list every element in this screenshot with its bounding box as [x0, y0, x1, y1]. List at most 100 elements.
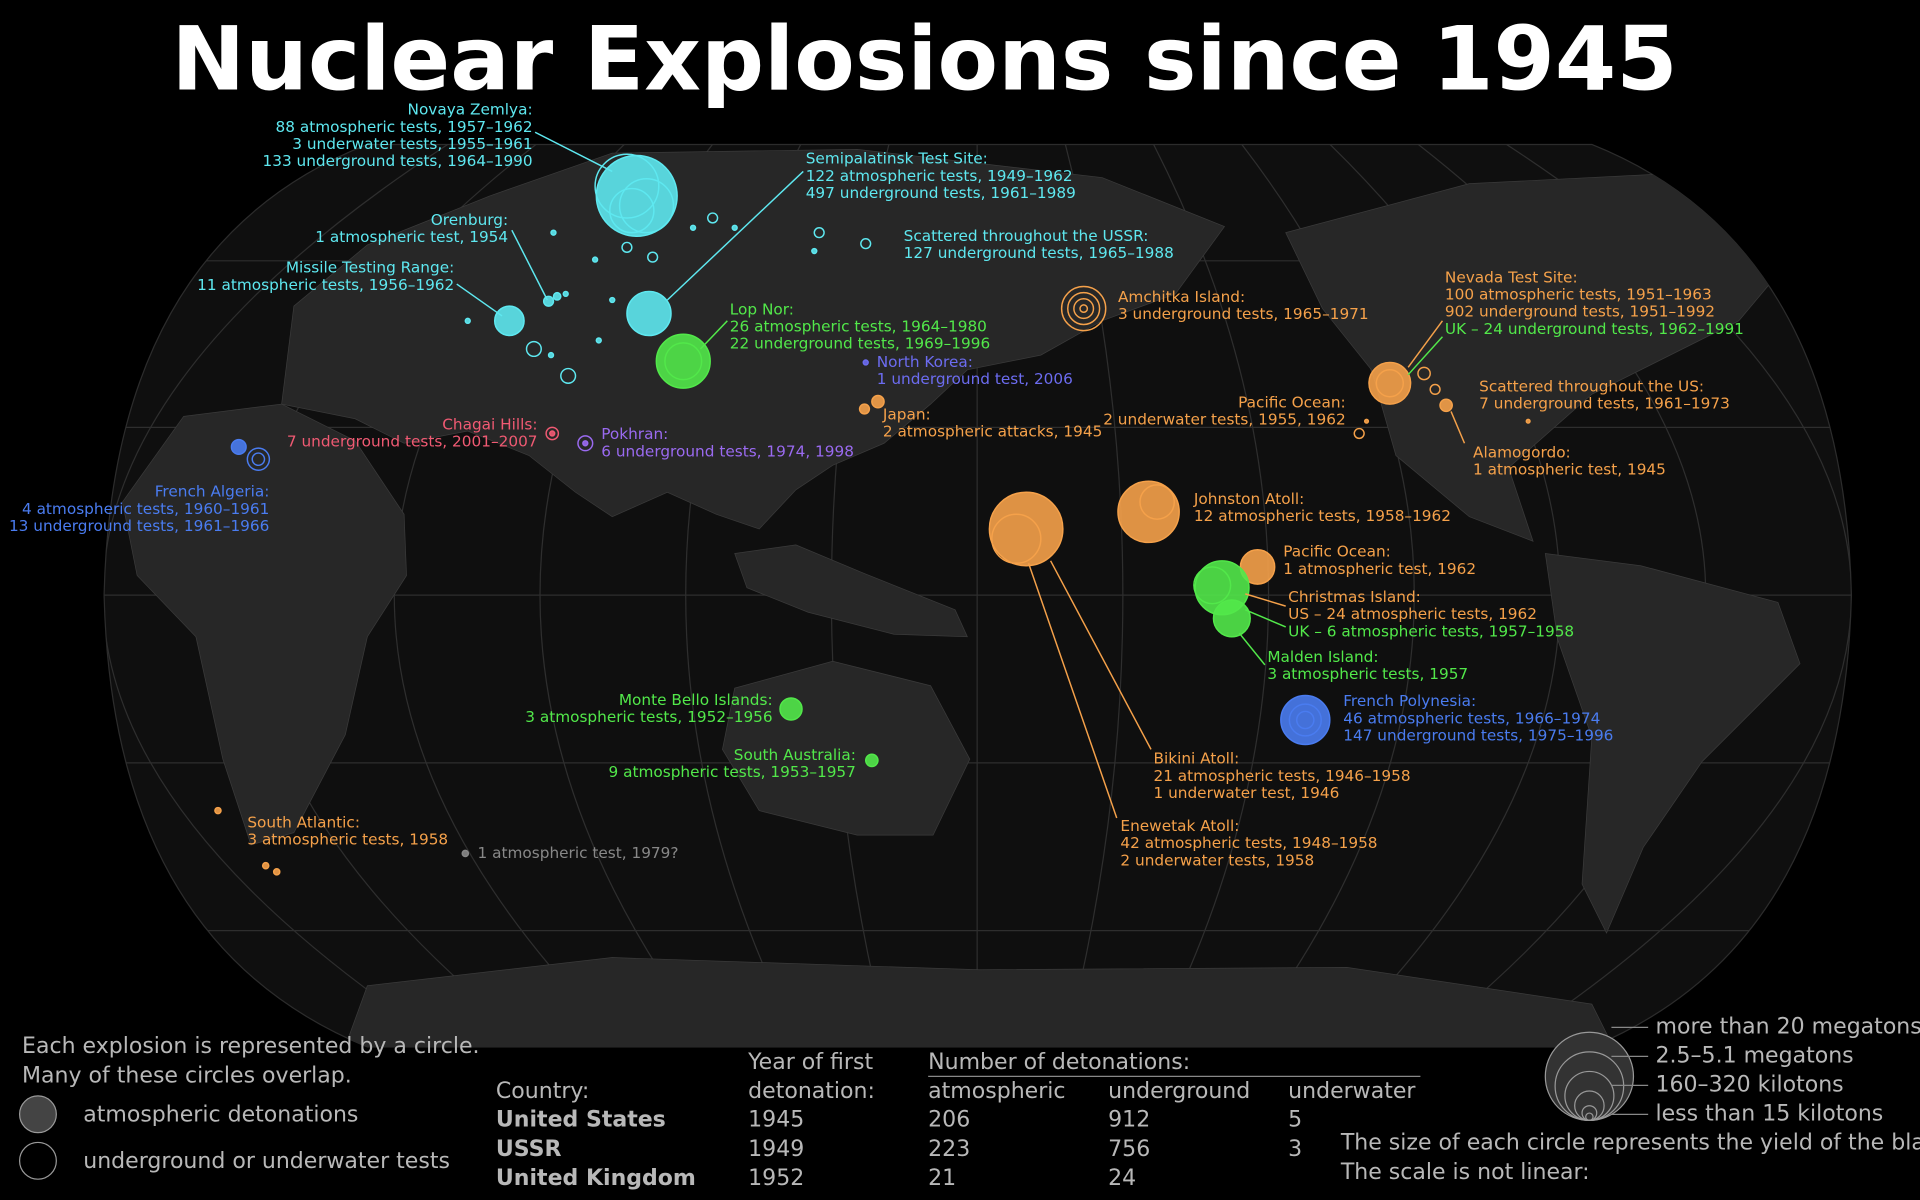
atmospheric-marker	[542, 295, 555, 307]
leader-line	[1245, 593, 1286, 607]
annotation-text: 497 underground tests, 1961–1989	[806, 184, 1076, 202]
table-cell: 5	[1288, 1107, 1302, 1132]
underground-marker	[1079, 304, 1089, 313]
leader-line	[1407, 336, 1443, 376]
underground-marker	[577, 435, 594, 452]
annotation-text: Malden Island:	[1267, 648, 1378, 666]
annotation-text: Lop Nor:	[730, 300, 794, 318]
table-header: underground	[1108, 1079, 1250, 1104]
atmospheric-marker	[779, 697, 803, 721]
atmospheric-marker	[864, 753, 879, 768]
table-header: underwater	[1288, 1079, 1416, 1104]
annotation-text: 13 underground tests, 1961–1966	[9, 517, 269, 535]
leader-line	[666, 170, 804, 301]
annotation-text: 1 underwater test, 1946	[1153, 784, 1339, 802]
legend-text: Each explosion is represented by a circl…	[22, 1034, 479, 1059]
annotation-text: 1 atmospheric test, 1954	[315, 228, 508, 246]
underground-marker	[1353, 427, 1365, 440]
annotation-text: UK – 24 underground tests, 1962–1991	[1445, 320, 1744, 338]
eurasia	[281, 149, 1226, 530]
leader-line	[1407, 320, 1444, 368]
annotation-text: Semipalatinsk Test Site:	[806, 150, 988, 168]
leader-line	[1049, 560, 1152, 750]
annotation-text: 100 atmospheric tests, 1951–1963	[1445, 286, 1712, 304]
table-cell: 24	[1108, 1166, 1136, 1191]
leader-line	[1450, 411, 1466, 444]
annotation-text: Chagai Hills:	[442, 415, 537, 433]
atmospheric-marker	[731, 224, 738, 231]
leader-line	[1027, 563, 1118, 819]
underground-marker	[1193, 566, 1232, 605]
annotation-text: 1 atmospheric test, 1979?	[478, 844, 679, 862]
table-cell: 21	[928, 1166, 956, 1191]
annotation-text: 147 underground tests, 1975–1996	[1343, 726, 1613, 744]
underground-marker	[1375, 369, 1404, 398]
annotation-text: 902 underground tests, 1951–1992	[1445, 303, 1715, 321]
annotation-text: 2 atmospheric attacks, 1945	[883, 423, 1102, 441]
underground-marker	[813, 227, 825, 239]
atmospheric-marker	[230, 438, 247, 456]
annotation-text: Japan:	[882, 406, 931, 424]
underground-marker	[1060, 285, 1107, 332]
atmospheric-marker	[272, 868, 281, 876]
annotation-text: Amchitka Island:	[1118, 288, 1245, 306]
atmospheric-marker	[493, 305, 525, 337]
annotations: Novaya Zemlya:88 atmospheric tests, 1957…	[9, 101, 1744, 870]
underground-marker	[560, 367, 577, 384]
annotation-text: South Atlantic:	[247, 813, 360, 831]
annotation-text: US – 24 atmospheric tests, 1962	[1288, 605, 1537, 623]
table-cell: 1945	[748, 1107, 804, 1132]
atmospheric-marker	[811, 247, 818, 255]
country-name: United States	[496, 1107, 666, 1132]
underground-marker	[609, 187, 655, 234]
atmospheric-marker	[550, 229, 557, 236]
annotation-text: Scattered throughout the US:	[1479, 377, 1704, 395]
annotation-text: 2 underwater tests, 1955, 1962	[1103, 411, 1345, 429]
atmospheric-marker	[1363, 418, 1370, 424]
atmospheric-marker	[464, 317, 471, 324]
annotation-text: 127 underground tests, 1965–1988	[904, 244, 1174, 262]
underground-marker	[1429, 383, 1441, 396]
table-header: Year of first	[747, 1050, 873, 1075]
atmospheric-marker	[862, 359, 869, 366]
table-cell: 1949	[748, 1137, 804, 1162]
explosion-markers	[214, 153, 1531, 876]
atmospheric-marker	[562, 290, 569, 298]
underground-marker	[647, 251, 659, 263]
atmospheric-marker	[261, 861, 270, 870]
south-america	[1544, 553, 1801, 934]
underground-marker	[707, 212, 719, 224]
meridian	[1148, 144, 1270, 1047]
underground-marker	[1417, 366, 1431, 381]
annotation-text: Nevada Test Site:	[1445, 268, 1578, 286]
annotation-text: 21 atmospheric tests, 1946–1958	[1153, 767, 1410, 785]
table-cell: 912	[1108, 1107, 1150, 1132]
annotation-text: French Algeria:	[155, 483, 270, 501]
table-header: Country:	[496, 1079, 589, 1104]
atmospheric-marker	[1239, 549, 1276, 585]
atmospheric-marker	[988, 491, 1064, 567]
annotation-text: 9 atmospheric tests, 1953–1957	[609, 763, 856, 781]
size-label: less than 15 kilotons	[1656, 1101, 1884, 1126]
underground-marker	[1296, 710, 1315, 730]
legend-filled-circle	[18, 1095, 57, 1134]
legend-label: underground or underwater tests	[83, 1149, 450, 1174]
underground-marker	[545, 426, 560, 441]
underground-marker	[1139, 484, 1176, 520]
country-name: USSR	[496, 1137, 562, 1162]
annotation-text: Monte Bello Islands:	[619, 691, 773, 709]
annotation-text: 26 atmospheric tests, 1964–1980	[730, 317, 987, 335]
atmospheric-marker	[1280, 694, 1331, 746]
annotation-text: 1 underground test, 2006	[877, 370, 1073, 388]
leader-lines	[456, 131, 1466, 819]
annotation-text: 12 atmospheric tests, 1958–1962	[1194, 507, 1451, 525]
underground-marker	[251, 452, 266, 467]
annotation-text: 1 atmospheric test, 1962	[1283, 560, 1476, 578]
annotation-text: 4 atmospheric tests, 1960–1961	[22, 500, 269, 518]
country-name: United Kingdom	[496, 1166, 696, 1191]
annotation-text: 1 atmospheric test, 1945	[1473, 461, 1666, 479]
atmospheric-marker	[626, 290, 672, 337]
underground-marker	[1288, 703, 1322, 737]
size-note: The size of each circle represents the y…	[1340, 1131, 1920, 1156]
